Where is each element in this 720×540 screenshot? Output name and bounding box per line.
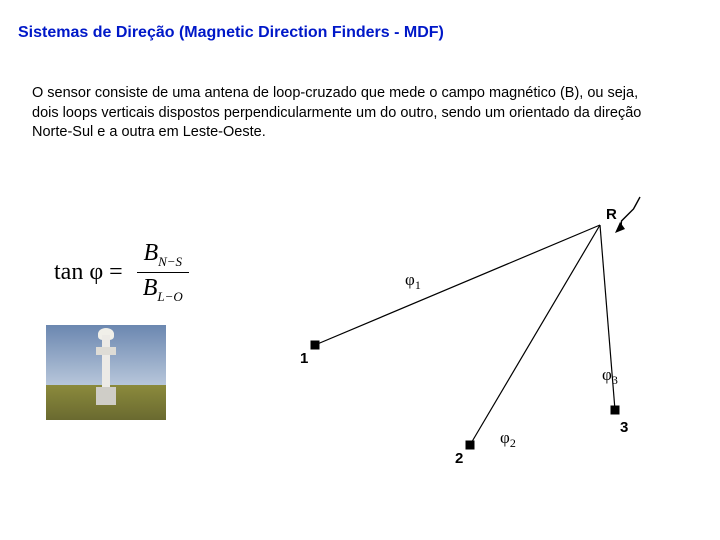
formula-numerator: BN−S: [137, 240, 189, 273]
triangulation-diagram: 1 φ1 2 φ2 3 φ3 R: [270, 185, 670, 465]
diagram-svg: 1 φ1 2 φ2 3 φ3 R: [270, 185, 670, 465]
formula-num-sym: B: [143, 240, 158, 266]
photo-tower-mid: [96, 347, 116, 355]
formula-den-sym: B: [143, 275, 158, 301]
svg-text:3: 3: [620, 419, 628, 436]
body-paragraph: O sensor consiste de uma antena de loop-…: [32, 84, 662, 143]
photo-tower-base: [96, 387, 116, 405]
svg-text:R: R: [606, 206, 617, 223]
sensor-photo: [46, 325, 166, 420]
slide-page: Sistemas de Direção (Magnetic Direction …: [0, 0, 720, 540]
formula-lhs: tan φ =: [54, 259, 123, 286]
formula: tan φ = BN−S BL−O: [54, 240, 189, 305]
svg-text:φ1: φ1: [405, 270, 421, 292]
formula-denominator: BL−O: [137, 273, 189, 305]
formula-num-sub: N−S: [158, 254, 182, 269]
formula-fraction: BN−S BL−O: [137, 240, 189, 305]
svg-text:2: 2: [455, 450, 463, 465]
svg-text:φ2: φ2: [500, 428, 516, 450]
svg-text:φ3: φ3: [602, 365, 618, 387]
formula-den-sub: L−O: [157, 289, 182, 304]
photo-tower: [102, 335, 110, 395]
svg-text:1: 1: [300, 350, 308, 367]
page-title: Sistemas de Direção (Magnetic Direction …: [18, 24, 444, 42]
